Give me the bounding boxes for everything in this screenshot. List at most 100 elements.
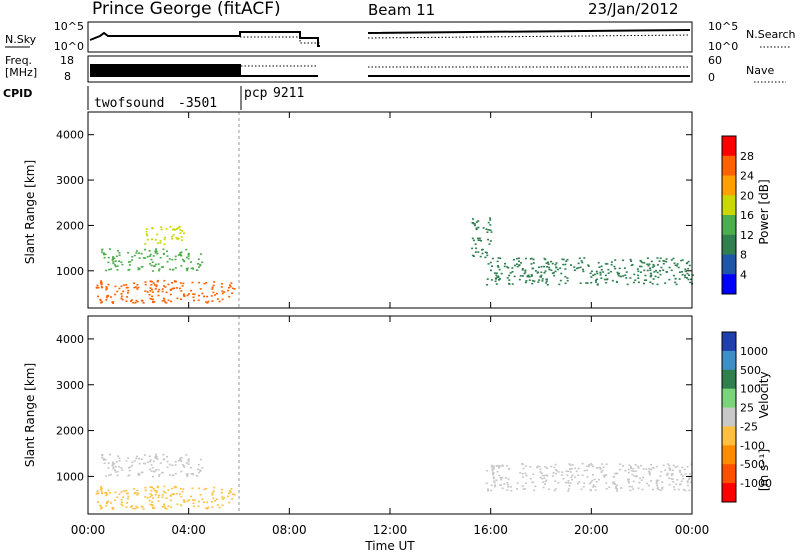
heatmap-cell <box>684 268 687 271</box>
heatmap-cell <box>681 259 684 261</box>
heatmap-cell <box>612 482 615 485</box>
heatmap-cell <box>617 273 619 275</box>
heatmap-cell <box>156 280 159 283</box>
heatmap-cell <box>490 279 493 281</box>
heatmap-cell <box>495 274 498 277</box>
heatmap-cell <box>106 500 109 503</box>
heatmap-cell <box>230 282 233 284</box>
heatmap-cell <box>180 456 183 459</box>
heatmap-cell <box>135 457 138 460</box>
heatmap-cell <box>670 478 673 480</box>
heatmap-cell <box>220 286 223 288</box>
heatmap-cell <box>605 474 608 476</box>
heatmap-cell <box>125 284 128 286</box>
heatmap-cell <box>516 482 519 484</box>
y-tick-label: 1000 <box>56 470 84 483</box>
heatmap-cell <box>169 293 172 296</box>
heatmap-cell <box>488 243 491 245</box>
heatmap-cell <box>600 463 603 465</box>
heatmap-cell <box>655 482 658 484</box>
freq-unit: [MHz] <box>5 66 37 79</box>
heatmap-cell <box>583 257 586 259</box>
heatmap-cell <box>179 457 182 460</box>
heatmap-cell <box>199 493 202 496</box>
heatmap-cell <box>489 261 492 264</box>
heatmap-cell <box>646 257 649 259</box>
heatmap-cell <box>126 492 129 495</box>
heatmap-cell <box>221 290 224 292</box>
heatmap-cell <box>144 489 147 492</box>
heatmap-cell <box>486 284 489 286</box>
heatmap-cell <box>148 499 151 502</box>
heatmap-cell <box>507 478 510 480</box>
heatmap-cell <box>163 485 166 488</box>
heatmap-cell <box>128 264 131 266</box>
heatmap-cell <box>136 284 139 286</box>
heatmap-cell <box>577 262 580 265</box>
heatmap-cell <box>145 230 148 233</box>
heatmap-cell <box>114 293 117 296</box>
heatmap-cell <box>101 454 103 457</box>
heatmap-cell <box>112 466 115 468</box>
velocity-axes: 1000 2000 3000 4000 <box>56 316 693 514</box>
heatmap-cell <box>134 286 137 288</box>
heatmap-cell <box>542 486 545 489</box>
heatmap-cell <box>681 475 684 477</box>
heatmap-cell <box>545 280 548 282</box>
colorbar-swatch <box>722 175 736 196</box>
heatmap-cell <box>649 269 652 271</box>
colorbar-swatch <box>722 234 736 255</box>
y-tick-label: 1000 <box>56 265 84 278</box>
colorbar-swatch <box>722 254 736 275</box>
power-axes: 1000 2000 3000 4000 <box>56 112 693 308</box>
heatmap-cell <box>681 271 683 273</box>
heatmap-cell <box>471 221 474 224</box>
heatmap-cell <box>199 263 201 266</box>
heatmap-cell <box>137 474 140 476</box>
heatmap-cell <box>543 257 546 260</box>
heatmap-cell <box>163 243 166 245</box>
heatmap-cell <box>174 267 177 269</box>
heatmap-cell <box>122 490 125 492</box>
heatmap-cell <box>175 492 178 495</box>
heatmap-cell <box>566 474 569 476</box>
heatmap-cell <box>541 477 544 480</box>
heatmap-cell <box>503 265 506 268</box>
heatmap-cell <box>637 281 640 284</box>
heatmap-cell <box>111 301 114 304</box>
heatmap-cell <box>152 282 155 284</box>
heatmap-cell <box>598 478 601 481</box>
heatmap-cell <box>102 253 105 256</box>
heatmap-cell <box>171 235 174 238</box>
heatmap-cell <box>130 299 133 301</box>
heatmap-cell <box>562 478 565 480</box>
nsearch-label: N.Search <box>746 28 796 41</box>
heatmap-cell <box>163 238 166 241</box>
heatmap-cell <box>541 278 544 280</box>
heatmap-cell <box>111 258 114 260</box>
heatmap-cell <box>605 488 608 490</box>
heatmap-cell <box>165 291 168 294</box>
heatmap-cell <box>594 489 597 491</box>
heatmap-cell <box>489 229 492 231</box>
heatmap-cell <box>550 260 553 263</box>
heatmap-cell <box>114 260 117 262</box>
heatmap-cell <box>203 282 206 285</box>
heatmap-cell <box>128 261 130 263</box>
heatmap-cell <box>122 284 125 286</box>
heatmap-cell <box>477 226 480 229</box>
freq-label: Freq. <box>5 54 32 67</box>
heatmap-cell <box>598 266 601 268</box>
heatmap-cell <box>568 463 571 465</box>
heatmap-cell <box>185 248 188 251</box>
heatmap-cell <box>134 302 137 304</box>
heatmap-cell <box>99 487 102 490</box>
heatmap-cell <box>164 236 166 239</box>
heatmap-cell <box>540 274 543 277</box>
heatmap-cell <box>477 251 480 253</box>
heatmap-cell <box>205 282 208 284</box>
heatmap-cell <box>652 488 654 491</box>
heatmap-cell <box>595 481 598 483</box>
heatmap-cell <box>531 267 534 270</box>
heatmap-cell <box>647 484 650 487</box>
